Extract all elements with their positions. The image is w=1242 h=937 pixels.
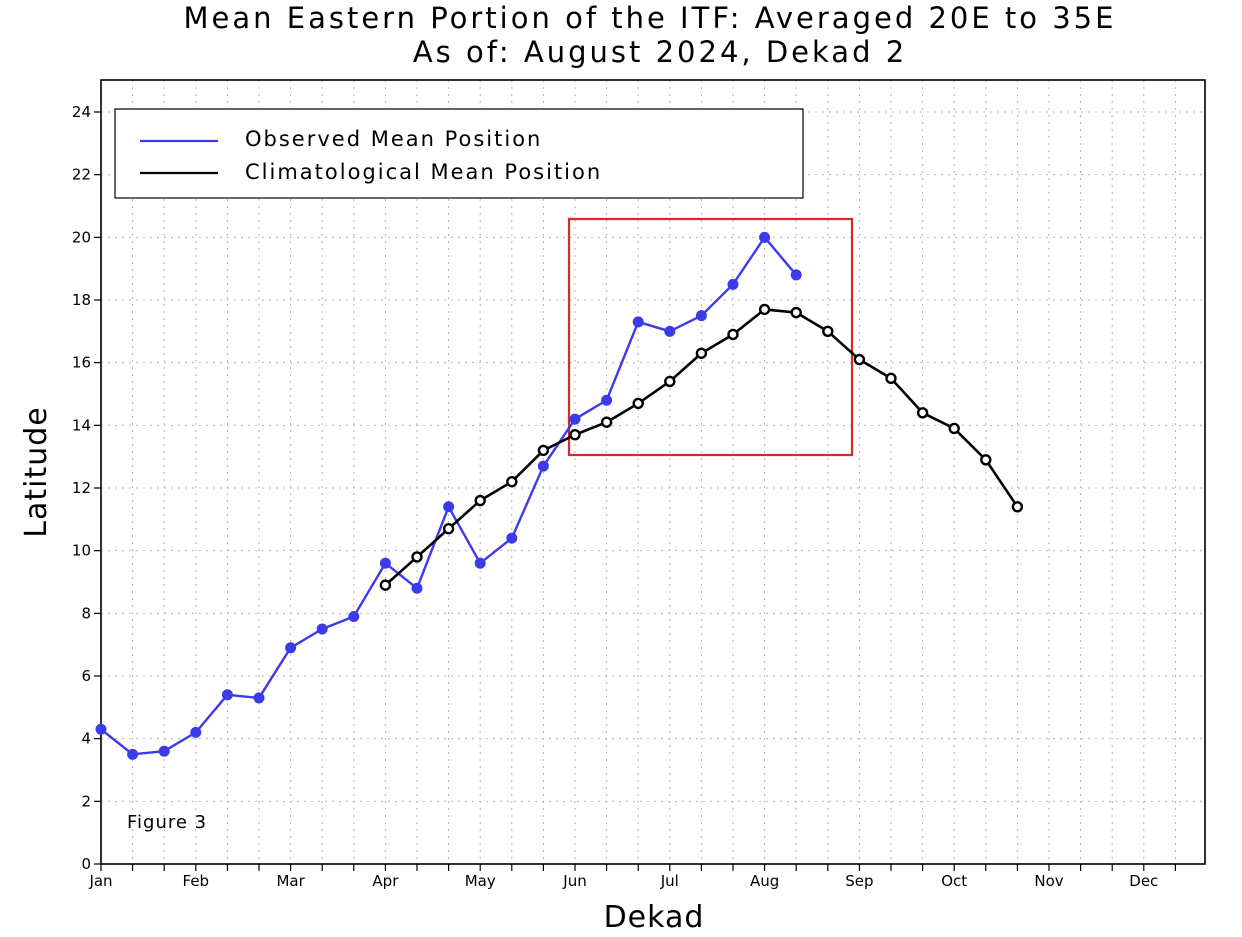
series-layer [95, 231, 1024, 760]
data-point [758, 303, 771, 316]
legend: Observed Mean Position Climatological Me… [114, 108, 804, 199]
legend-box [114, 108, 804, 199]
legend-label-climatological: Climatological Mean Position [245, 160, 602, 184]
y-tick-label: 14 [72, 416, 91, 434]
data-point [411, 582, 423, 594]
data-point [569, 429, 581, 441]
figure-label: Figure 3 [127, 812, 207, 833]
chart-subtitle: As of: August 2024, Dekad 2 [413, 35, 907, 69]
data-point [506, 476, 518, 488]
y-tick-label: 8 [81, 604, 91, 622]
y-tick-label: 10 [72, 542, 91, 560]
data-point [537, 444, 550, 457]
highlight-box [567, 217, 854, 457]
data-point [443, 501, 455, 513]
data-point [695, 310, 707, 322]
data-point [632, 316, 644, 328]
x-tick-label: Jul [660, 872, 679, 890]
x-tick-label: Jan [88, 872, 112, 890]
data-point [759, 231, 771, 243]
data-point [980, 454, 992, 466]
y-tick-label: 0 [81, 855, 91, 873]
y-tick-label: 16 [72, 354, 91, 372]
data-point [506, 532, 518, 544]
x-tick-label: Apr [372, 872, 399, 890]
data-point [822, 325, 834, 338]
y-tick-label: 20 [72, 228, 91, 246]
legend-label-observed: Observed Mean Position [245, 127, 542, 151]
data-point [158, 745, 170, 757]
data-point [95, 723, 107, 735]
data-point [316, 623, 328, 635]
data-point [474, 494, 486, 507]
y-tick-label: 18 [72, 291, 91, 309]
data-point [379, 579, 392, 591]
data-point [600, 416, 613, 428]
y-tick-label: 4 [81, 730, 91, 748]
data-point [537, 460, 549, 472]
data-point [442, 523, 455, 535]
x-tick-label: Oct [941, 872, 967, 890]
data-point [727, 278, 739, 290]
data-point [664, 375, 676, 388]
x-axis-label: Dekad [604, 900, 705, 935]
series-observed [95, 231, 802, 760]
data-point [916, 407, 929, 419]
data-point [853, 353, 866, 366]
data-point [885, 372, 897, 385]
data-point [127, 748, 139, 760]
data-point [285, 642, 297, 654]
plot-frame [100, 79, 1206, 865]
y-tick-label: 6 [81, 667, 91, 685]
data-point [411, 551, 423, 563]
y-axis-label: Latitude [19, 406, 54, 537]
data-point [948, 422, 960, 435]
data-point [379, 557, 391, 569]
data-point [474, 557, 486, 569]
data-point [790, 306, 802, 319]
y-tick-label: 22 [72, 166, 91, 184]
x-tick-label: Jun [562, 872, 586, 890]
chart-title: Mean Eastern Portion of the ITF: Average… [184, 1, 1117, 35]
data-point [1011, 501, 1024, 513]
data-point [601, 394, 613, 406]
x-tick-label: May [465, 872, 496, 890]
data-point [190, 726, 202, 738]
data-point [790, 269, 802, 281]
x-tick-label: Nov [1034, 872, 1063, 890]
x-tick-label: Sep [845, 872, 873, 890]
y-tick-label: 24 [72, 103, 91, 121]
y-tick-label: 2 [81, 792, 91, 810]
series-climatological [379, 303, 1024, 591]
x-tick-label: Feb [183, 872, 210, 890]
data-point [727, 328, 739, 341]
data-point [221, 689, 233, 701]
x-tick-label: Dec [1129, 872, 1158, 890]
data-point [253, 692, 265, 704]
data-point [695, 347, 708, 359]
data-point [632, 397, 644, 410]
y-tick-label: 12 [72, 479, 91, 497]
x-tick-label: Mar [276, 872, 305, 890]
x-tick-label: Aug [750, 872, 779, 890]
data-point [569, 413, 581, 425]
data-point [348, 610, 360, 622]
grid [101, 80, 1205, 864]
data-point [664, 325, 676, 337]
